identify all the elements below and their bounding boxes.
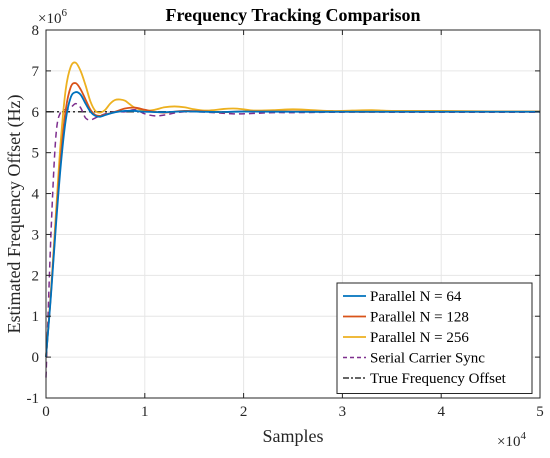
y-tick-label: 3 (32, 227, 40, 243)
y-tick-label: 7 (32, 64, 40, 80)
y-exponent-power: 6 (61, 7, 67, 19)
y-tick-label: 4 (32, 187, 40, 203)
series-line-parallel-n-256 (45, 61, 541, 358)
x-tick-label: 1 (141, 404, 149, 420)
series-line-parallel-n-64 (45, 91, 540, 358)
y-axis-label: Estimated Frequency Offset (Hz) (4, 94, 25, 333)
y-exponent-base: ×10 (38, 11, 61, 27)
x-tick-label: 2 (240, 404, 248, 420)
plot-frame (45, 29, 541, 399)
x-axis-exponent: ×104 (497, 430, 526, 450)
legend-label: True Frequency Offset (370, 371, 507, 387)
y-tick-label: 0 (32, 350, 40, 366)
y-tick-label: -1 (27, 391, 40, 407)
x-tick-label: 4 (437, 404, 445, 420)
x-tick-label: 3 (339, 404, 347, 420)
y-tick-label: 6 (32, 105, 40, 121)
legend-label: Parallel N = 128 (370, 310, 469, 326)
y-tick-label: 2 (32, 268, 40, 284)
y-tick-label: 1 (32, 309, 40, 325)
series-layer (45, 61, 541, 378)
y-tick-label: 5 (32, 146, 40, 162)
chart-title: Frequency Tracking Comparison (165, 5, 420, 25)
x-tick-label: 0 (42, 404, 50, 420)
y-axis-exponent: ×106 (38, 7, 67, 27)
legend: Parallel N = 64 Parallel N = 128 Parallel … (336, 282, 533, 394)
legend-label: Parallel N = 64 (370, 289, 462, 305)
legend-box (336, 282, 533, 394)
x-exponent-base: ×10 (497, 434, 520, 450)
y-tick-label: 8 (32, 23, 40, 39)
x-axis-label: Samples (263, 426, 324, 446)
legend-label: Serial Carrier Sync (370, 351, 485, 367)
x-tick-label: 5 (536, 404, 544, 420)
legend-label: Parallel N = 256 (370, 330, 469, 346)
x-exponent-power: 4 (520, 430, 526, 442)
